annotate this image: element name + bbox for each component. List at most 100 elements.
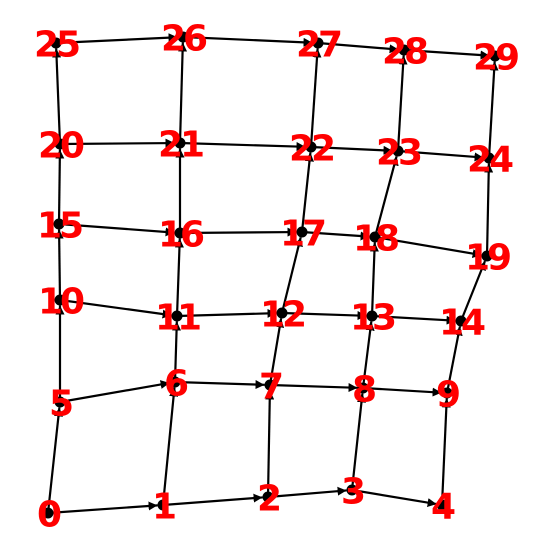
edge-18-to-23 [373, 156, 399, 238]
edge-18-to-19 [374, 235, 482, 259]
edge-13-to-18 [369, 242, 379, 317]
edge-23-to-24 [397, 149, 484, 162]
node-9 [441, 387, 453, 399]
edge-6-to-11 [172, 321, 182, 383]
node-26 [177, 31, 189, 43]
edge-3-to-8 [350, 393, 366, 491]
edge-11-to-16 [174, 238, 184, 317]
node-label-23: 23 [376, 133, 421, 174]
node-label-21: 21 [158, 125, 203, 166]
node-label-25: 25 [34, 25, 79, 66]
node-label-26: 26 [161, 19, 207, 60]
node-label-3: 3 [341, 472, 364, 513]
edge-2-to-3 [267, 486, 347, 499]
edge-17-to-18 [301, 230, 370, 241]
node-label-27: 27 [296, 25, 341, 66]
edge-12-to-17 [280, 237, 303, 314]
edge-6-to-7 [174, 380, 265, 390]
node-label-18: 18 [353, 219, 398, 260]
node-14 [455, 315, 467, 327]
node-6 [169, 376, 181, 388]
edge-8-to-13 [361, 321, 375, 389]
node-label-10: 10 [38, 282, 84, 323]
edge-15-to-20 [55, 149, 65, 225]
node-0 [42, 507, 54, 519]
edge-16-to-17 [179, 227, 297, 237]
node-label-8: 8 [352, 370, 375, 411]
edge-14-to-19 [459, 260, 486, 322]
node-7 [264, 379, 276, 391]
edge-1-to-6 [161, 387, 179, 506]
node-label-1: 1 [152, 487, 175, 528]
node-label-29: 29 [473, 38, 518, 79]
node-4 [436, 499, 448, 511]
node-label-12: 12 [260, 295, 304, 336]
edge-21-to-22 [179, 141, 306, 152]
node-label-14: 14 [439, 303, 485, 344]
node-label-20: 20 [38, 126, 84, 167]
edge-21-to-26 [178, 42, 188, 144]
node-3 [346, 484, 358, 496]
edge-19-to-24 [484, 163, 494, 257]
edge-26-to-27 [182, 35, 313, 47]
edge-20-to-21 [59, 138, 175, 148]
edge-2-to-7 [265, 390, 275, 498]
edge-1-to-2 [162, 493, 263, 507]
edge-12-to-13 [281, 311, 367, 321]
node-label-16: 16 [158, 215, 204, 256]
node-15 [53, 218, 65, 230]
node-12 [276, 307, 288, 319]
node-label-7: 7 [259, 367, 282, 408]
edge-22-to-27 [309, 48, 322, 148]
node-label-0: 0 [37, 495, 61, 536]
node-label-15: 15 [37, 206, 82, 247]
node-label-19: 19 [465, 238, 510, 279]
edge-10-to-15 [54, 229, 64, 301]
node-2 [262, 491, 274, 503]
node-label-22: 22 [289, 129, 333, 170]
edge-7-to-8 [269, 383, 358, 393]
edge-22-to-23 [310, 145, 393, 155]
node-label-4: 4 [431, 487, 455, 528]
node-label-9: 9 [436, 375, 459, 416]
edge-17-to-22 [300, 152, 314, 233]
node-18 [369, 231, 381, 243]
edge-7-to-12 [268, 318, 285, 386]
edges-layer [46, 33, 499, 515]
node-label-24: 24 [467, 140, 513, 181]
edge-11-to-12 [176, 308, 277, 318]
node-label-2: 2 [257, 479, 279, 520]
edge-13-to-14 [371, 314, 456, 325]
node-20 [54, 138, 66, 150]
node-25 [50, 37, 62, 49]
node-17 [296, 226, 308, 238]
edge-20-to-25 [52, 48, 62, 145]
edge-27-to-28 [317, 41, 399, 54]
edge-23-to-28 [396, 55, 408, 152]
node-13 [366, 310, 378, 322]
node-23 [392, 145, 404, 157]
node-label-11: 11 [155, 298, 200, 339]
edge-8-to-9 [362, 386, 442, 397]
node-5 [54, 396, 66, 408]
edge-0-to-5 [46, 407, 63, 514]
edge-10-to-11 [59, 298, 172, 319]
node-29 [489, 50, 501, 62]
node-label-17: 17 [280, 214, 325, 255]
node-label-6: 6 [164, 364, 188, 405]
edge-28-to-29 [403, 48, 490, 60]
node-1 [157, 499, 169, 511]
node-28 [398, 44, 410, 56]
edge-24-to-29 [487, 61, 499, 159]
node-label-13: 13 [350, 298, 395, 339]
node-21 [174, 137, 186, 149]
node-label-5: 5 [49, 384, 72, 425]
node-11 [171, 310, 183, 322]
node-24 [483, 152, 495, 164]
node-10 [54, 294, 66, 306]
edge-9-to-14 [445, 326, 463, 394]
edge-15-to-16 [58, 222, 175, 237]
node-8 [357, 382, 369, 394]
